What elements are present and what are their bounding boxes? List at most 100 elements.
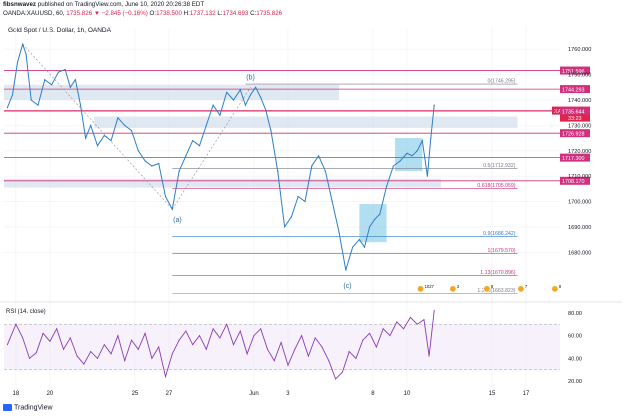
rsi-point xyxy=(165,376,167,378)
event-marker-count: 7 xyxy=(525,284,528,289)
rsi-point xyxy=(362,339,364,341)
price-series xyxy=(6,42,435,271)
y-tick-label: 1720.000 xyxy=(568,149,591,155)
fib-levels: 0(1746.295) 0.5(1712.932) 0.618(1705.059) 0… xyxy=(22,43,518,294)
x-tick-label: 25 xyxy=(132,391,139,397)
tradingview-logo[interactable]: TradingView xyxy=(3,404,53,411)
price-point xyxy=(130,129,133,132)
rsi-point xyxy=(117,335,119,337)
fib-label: 0.9(1686.242) xyxy=(483,231,516,237)
rsi-point xyxy=(192,344,194,346)
price-point xyxy=(290,216,292,218)
price-point xyxy=(338,231,340,233)
fib-label: 0.5(1712.932) xyxy=(483,163,516,169)
price-point xyxy=(151,165,153,167)
rsi-point xyxy=(280,341,282,343)
wave-label: (c) xyxy=(343,283,351,290)
price-change: ▼ −2.845 (−0.16%) xyxy=(93,9,148,17)
rsi-point xyxy=(375,346,377,348)
rsi-point xyxy=(260,328,262,330)
chart-header: fibsnwavez published on TradingView.com,… xyxy=(3,1,282,18)
price-point xyxy=(6,107,9,109)
high-label: H: xyxy=(183,9,190,17)
price-point xyxy=(57,71,60,73)
price-point xyxy=(51,84,53,86)
rsi-point xyxy=(253,335,255,337)
price-point xyxy=(358,239,360,241)
x-tick-label: 20 xyxy=(47,391,54,397)
y-tick-label: 1750.000 xyxy=(568,73,591,79)
price-point xyxy=(277,170,279,172)
close-label: C: xyxy=(250,9,257,17)
price-point xyxy=(124,124,126,126)
price-point xyxy=(283,226,286,228)
price-point xyxy=(85,137,87,139)
countdown-label: 33:23 xyxy=(568,116,582,122)
open-label: O: xyxy=(149,9,157,17)
price-point xyxy=(212,104,214,106)
price-point xyxy=(74,79,77,81)
quote-line: OANDA:XAUUSD, 60, 1735.826 ▼ −2.845 (−0.… xyxy=(3,9,283,17)
rsi-point xyxy=(199,335,201,337)
low-label: L: xyxy=(217,9,223,17)
price-point xyxy=(79,104,82,106)
price-point xyxy=(421,140,423,142)
rsi-point xyxy=(307,355,309,357)
rsi-point xyxy=(423,319,425,321)
rsi-point xyxy=(233,344,235,346)
rsi-point xyxy=(42,332,44,334)
event-marker-count: 8 xyxy=(491,284,494,289)
price-point xyxy=(205,124,207,126)
rsi-point xyxy=(6,344,8,346)
event-marker-count: 3 xyxy=(457,284,460,289)
rsi-point xyxy=(178,339,180,341)
tradingview-logo-text: TradingView xyxy=(14,404,53,412)
price-point xyxy=(374,218,376,220)
rsi-band xyxy=(4,324,560,370)
price-point xyxy=(64,68,66,71)
price-tag-label: 1751.596 xyxy=(562,69,584,75)
rsi-point xyxy=(396,321,398,323)
price-point xyxy=(11,94,14,96)
price-tag-label: 1726.928 xyxy=(562,131,584,137)
x-tick-label: Jun xyxy=(249,391,259,397)
rsi-point xyxy=(226,323,228,325)
countdown-tag xyxy=(560,114,590,122)
x-tick-label: 10 xyxy=(404,391,411,397)
price-point xyxy=(363,246,366,248)
low-value: 1734.693 xyxy=(222,9,249,17)
price-point xyxy=(249,94,252,96)
price-point xyxy=(192,140,194,142)
rsi-point xyxy=(76,355,78,357)
publisher-name[interactable]: fibsnwavez xyxy=(3,1,37,8)
rsi-point xyxy=(56,328,58,330)
resistance-zone xyxy=(4,84,339,100)
price-point xyxy=(164,195,167,198)
price-point xyxy=(324,170,326,172)
price-point xyxy=(90,124,92,126)
rsi-point xyxy=(131,339,133,341)
price-point xyxy=(260,96,262,99)
rsi-point xyxy=(15,323,17,325)
price-tag-label: 1735.644 xyxy=(562,109,584,115)
price-point xyxy=(426,175,428,177)
price-tag xyxy=(560,153,590,162)
rsi-point xyxy=(355,357,357,359)
y-tick-label: 1690.000 xyxy=(568,225,591,231)
price-point xyxy=(69,86,71,88)
price-tag xyxy=(560,107,590,116)
rsi-point xyxy=(369,332,371,334)
rsi-point xyxy=(63,348,65,350)
supply-zone xyxy=(94,116,518,128)
price-point xyxy=(239,89,241,91)
x-tick-label: 3 xyxy=(286,391,290,397)
fib-label: 0(1746.295) xyxy=(488,79,516,85)
rsi-point xyxy=(341,371,343,373)
rsi-point xyxy=(151,357,153,359)
tradingview-logo-icon xyxy=(3,404,12,411)
y-tick-label: 1740.000 xyxy=(568,98,591,104)
x-tick-label: 27 xyxy=(166,391,173,397)
event-marker-icon xyxy=(551,285,559,293)
price-point xyxy=(117,117,119,119)
